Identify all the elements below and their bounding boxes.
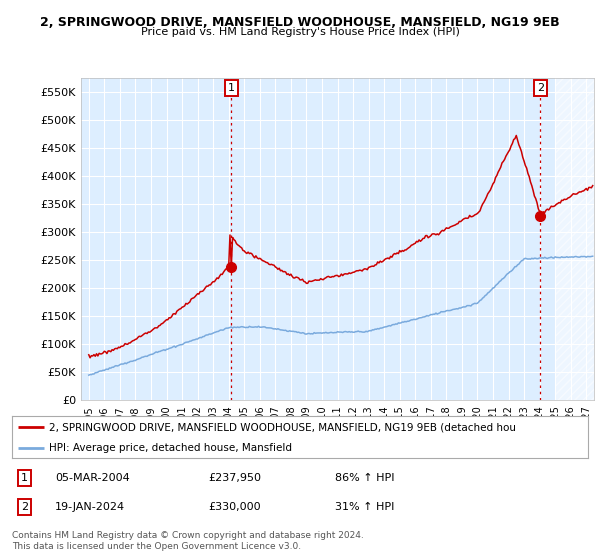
Text: 2, SPRINGWOOD DRIVE, MANSFIELD WOODHOUSE, MANSFIELD, NG19 9EB: 2, SPRINGWOOD DRIVE, MANSFIELD WOODHOUSE… [40, 16, 560, 29]
Text: 2: 2 [21, 502, 28, 512]
Text: 2, SPRINGWOOD DRIVE, MANSFIELD WOODHOUSE, MANSFIELD, NG19 9EB (detached hou: 2, SPRINGWOOD DRIVE, MANSFIELD WOODHOUSE… [49, 422, 517, 432]
Text: This data is licensed under the Open Government Licence v3.0.: This data is licensed under the Open Gov… [12, 542, 301, 550]
Text: HPI: Average price, detached house, Mansfield: HPI: Average price, detached house, Mans… [49, 444, 292, 454]
Text: 31% ↑ HPI: 31% ↑ HPI [335, 502, 394, 512]
Text: 1: 1 [21, 473, 28, 483]
Text: 19-JAN-2024: 19-JAN-2024 [55, 502, 125, 512]
Text: £237,950: £237,950 [208, 473, 261, 483]
Text: 05-MAR-2004: 05-MAR-2004 [55, 473, 130, 483]
Text: 2: 2 [537, 83, 544, 93]
Text: Contains HM Land Registry data © Crown copyright and database right 2024.: Contains HM Land Registry data © Crown c… [12, 531, 364, 540]
Text: Price paid vs. HM Land Registry's House Price Index (HPI): Price paid vs. HM Land Registry's House … [140, 27, 460, 37]
Text: 86% ↑ HPI: 86% ↑ HPI [335, 473, 394, 483]
Text: £330,000: £330,000 [208, 502, 260, 512]
Text: 1: 1 [228, 83, 235, 93]
